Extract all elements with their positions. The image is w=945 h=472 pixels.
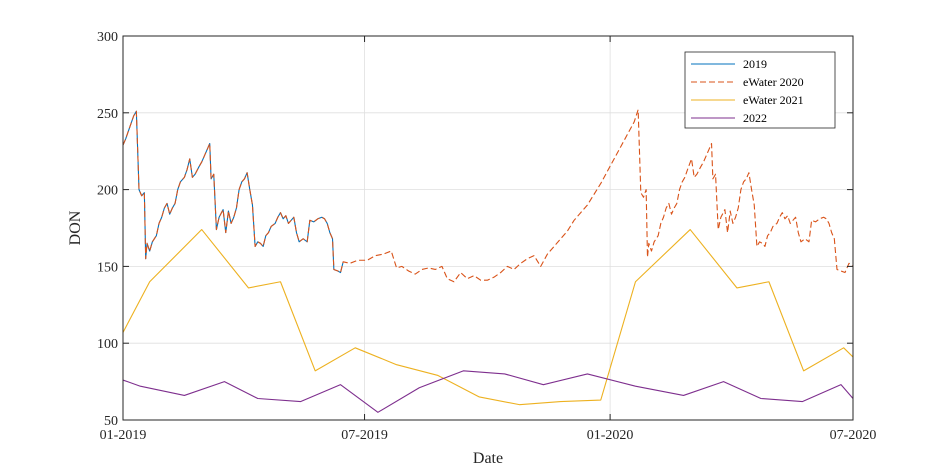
ticks: 50 100 150 200 250 300 01-2019 07-2019 01-2020 07… bbox=[97, 30, 876, 443]
y-tick-label: 100 bbox=[97, 337, 118, 352]
x-axis-label: Date bbox=[473, 450, 503, 467]
series-layer bbox=[122, 109, 854, 413]
legend-label: 2019 bbox=[743, 57, 767, 71]
y-tick-label: 150 bbox=[97, 260, 118, 275]
y-tick-label: 250 bbox=[97, 107, 118, 122]
x-tick-label: 07-2020 bbox=[830, 428, 877, 443]
y-tick-label: 300 bbox=[97, 30, 118, 45]
legend-label: eWater 2021 bbox=[743, 93, 804, 107]
legend: 2019 eWater 2020 eWater 2021 2022 bbox=[684, 51, 836, 129]
legend-box bbox=[684, 51, 836, 129]
plot-frame bbox=[122, 35, 854, 421]
y-tick-label: 50 bbox=[104, 414, 118, 429]
x-tick-label: 07-2019 bbox=[341, 428, 388, 443]
x-tick-label: 01-2019 bbox=[100, 428, 147, 443]
series-line-ewater-2021 bbox=[122, 228, 854, 406]
legend-label: 2022 bbox=[743, 111, 767, 125]
y-axis-label: DON bbox=[67, 210, 84, 245]
x-tick-label: 01-2020 bbox=[587, 428, 634, 443]
legend-label: eWater 2020 bbox=[743, 75, 804, 89]
series-line-2022 bbox=[122, 370, 854, 413]
series-line-ewater-2020 bbox=[122, 109, 854, 283]
y-tick-label: 200 bbox=[97, 184, 118, 199]
